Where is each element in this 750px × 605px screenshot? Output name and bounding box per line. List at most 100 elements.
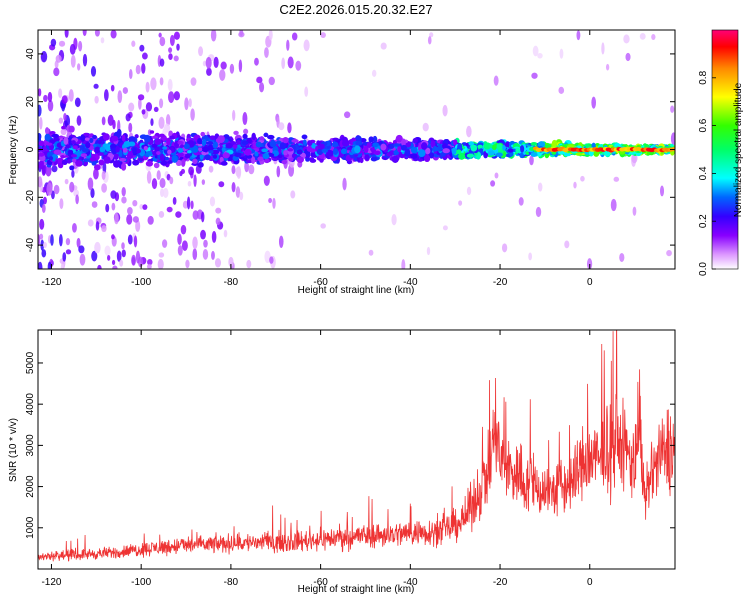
spectrogram-x-ticks: -120 -100 -80 -60 -40 -20 0 [41, 30, 593, 288]
noise-cell [111, 234, 115, 240]
noise-cell [518, 197, 524, 206]
band-cell [197, 161, 204, 168]
noise-cell [291, 32, 298, 41]
snr-x-tick-label: -40 [403, 577, 418, 588]
band-cell [97, 140, 103, 145]
noise-cell [151, 178, 158, 190]
band-cell [355, 140, 363, 146]
noise-cell [427, 36, 432, 45]
band-cell [418, 149, 426, 158]
noise-cell [442, 104, 448, 117]
colorbar-tick-label: 0.4 [698, 166, 709, 180]
noise-cell [47, 91, 53, 103]
band-cell [99, 146, 106, 153]
band-cell [264, 158, 270, 164]
noise-cell [259, 82, 265, 93]
band-cell [134, 134, 139, 139]
band-cell [38, 152, 45, 157]
band-cell [177, 147, 184, 153]
band-cell [466, 153, 475, 158]
band-cell [233, 130, 239, 135]
band-cell [429, 152, 435, 159]
noise-cell [101, 183, 107, 193]
colorbar-tick-label: 0.0 [698, 262, 709, 276]
band-cell [80, 153, 88, 158]
noise-cell [93, 83, 99, 89]
noise-cell [172, 196, 177, 205]
band-cell [38, 140, 45, 147]
colorbar: 0.0 0.2 0.4 0.6 0.8 Normalized spectral ampl… [698, 29, 744, 276]
noise-cell [62, 252, 67, 262]
noise-cell [586, 258, 593, 269]
band-cell [208, 150, 214, 154]
snr-x-tick-label: -80 [224, 577, 239, 588]
colorbar-gradient [712, 30, 738, 269]
band-cell [183, 143, 190, 150]
noise-cell [112, 265, 118, 269]
noise-cell [610, 198, 617, 212]
band-cell [316, 140, 321, 146]
noise-cell [192, 210, 199, 220]
noise-cell [45, 164, 52, 177]
noise-cell [125, 113, 131, 122]
noise-cell [70, 54, 76, 68]
noise-cell [112, 119, 116, 130]
band-cell [507, 148, 514, 153]
band-cell [391, 155, 399, 163]
noise-cell [41, 203, 46, 213]
band-cell [127, 150, 134, 159]
spectrogram-x-axis-label: Height of straight line (km) [298, 285, 415, 296]
colorbar-tick-label: 0.8 [698, 70, 709, 84]
band-cell [433, 145, 438, 152]
band-cell [359, 157, 364, 164]
noise-cell [38, 233, 41, 247]
noise-cell [281, 57, 286, 70]
noise-cell [127, 234, 133, 245]
band-cell [262, 153, 270, 160]
band-cell [368, 136, 374, 143]
noise-cell [209, 196, 216, 207]
band-cell [251, 132, 256, 141]
noise-cell [94, 241, 101, 254]
band-cell [71, 154, 77, 158]
colorbar-frame [711, 29, 739, 270]
band-cell [291, 139, 299, 143]
band-cell [71, 140, 76, 145]
noise-cell [157, 258, 164, 269]
noise-cell [573, 181, 577, 189]
snr-x-tick-label: -100 [131, 577, 151, 588]
snr-y-tick-label: 5000 [25, 351, 36, 374]
band-cell [145, 151, 154, 156]
noise-cell [110, 30, 117, 39]
band-cell [53, 149, 62, 155]
band-cell [225, 143, 233, 149]
noise-cell [76, 115, 82, 126]
band-cell [452, 139, 458, 146]
snr-y-tick-label: 4000 [25, 393, 36, 416]
band-cell [219, 156, 224, 163]
noise-cell [254, 57, 259, 66]
band-cell [401, 138, 406, 147]
band-cell [158, 133, 165, 138]
noise-cell [269, 256, 274, 264]
noise-cell [160, 188, 165, 198]
noise-cell [244, 160, 249, 173]
noise-cell [38, 176, 43, 188]
noise-cell [167, 78, 173, 92]
band-cell [519, 152, 524, 159]
noise-cell [159, 36, 166, 47]
band-cell [442, 148, 450, 154]
noise-cell [43, 94, 48, 102]
noise-cell [147, 215, 154, 225]
noise-cell [141, 109, 146, 115]
band-cell [257, 156, 264, 162]
band-cell [282, 136, 289, 144]
band-cell [370, 156, 378, 162]
band-cell [61, 125, 66, 130]
noise-cell [111, 202, 116, 211]
band-cell [495, 152, 503, 157]
noise-cell [371, 69, 377, 77]
band-cell [69, 165, 75, 171]
band-cell [164, 156, 170, 161]
band-cell [212, 154, 218, 159]
